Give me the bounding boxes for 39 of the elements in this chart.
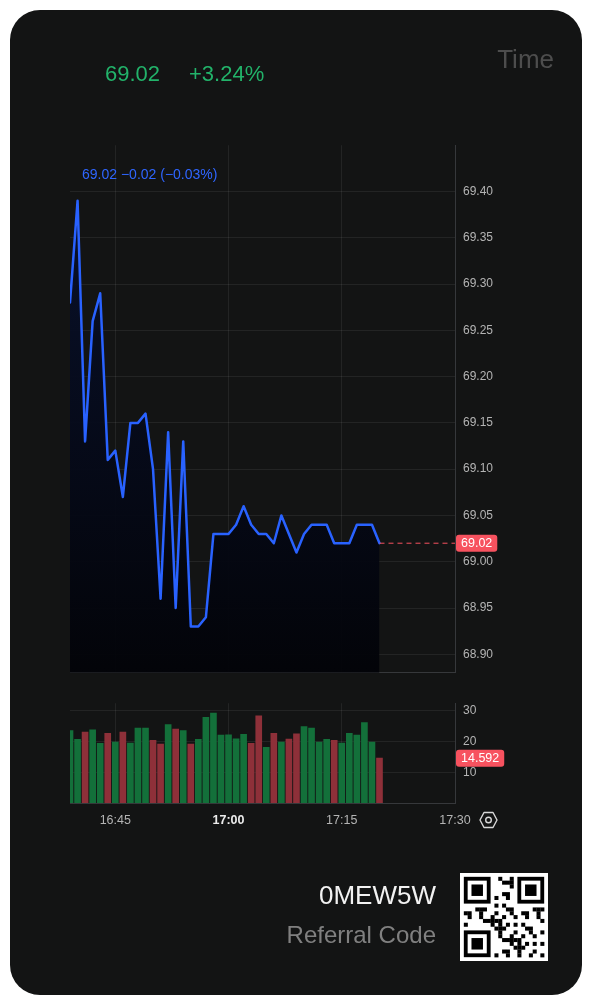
bar — [330, 740, 338, 803]
bar — [187, 743, 195, 803]
text: 69.02 — [105, 61, 161, 88]
y-tick-label: 69.10 — [463, 461, 494, 476]
y-tick-label: 69.25 — [463, 322, 494, 337]
x-tick-label: 16:45 — [99, 812, 131, 827]
x-tick-label: 17:00 — [212, 812, 245, 827]
x-tick-label: 17:15 — [326, 812, 358, 827]
text: Time — [497, 44, 554, 76]
y-tick-label: 69.30 — [463, 276, 494, 291]
y-tick-label: 30 — [463, 703, 477, 718]
ref-line-label: 69.02 — [461, 536, 493, 551]
text: 0MEW5W — [319, 880, 436, 912]
y-tick-label: 69.00 — [463, 554, 494, 569]
text: Referral Code — [286, 921, 436, 950]
bar — [81, 731, 89, 803]
y-tick-label: 69.40 — [463, 183, 494, 198]
bar — [164, 724, 172, 803]
y-tick-label: 68.95 — [463, 600, 494, 615]
bar — [104, 732, 112, 803]
y-tick-label: 69.15 — [463, 415, 494, 430]
bar — [278, 741, 285, 803]
y-tick-label: 10 — [463, 764, 477, 779]
bar — [262, 747, 270, 803]
text: +3.24% — [189, 61, 265, 88]
text: 69.02 −0.02 (−0.03%) — [82, 166, 218, 183]
bar — [172, 728, 179, 803]
x-tick-label: 17:30 — [439, 812, 471, 827]
bar — [376, 757, 383, 803]
bar — [119, 731, 127, 803]
bar — [179, 730, 187, 803]
y-tick-label: 69.35 — [463, 230, 494, 245]
bar — [111, 741, 119, 803]
y-tick-label: 69.20 — [463, 368, 494, 383]
y-tick-label: 69.05 — [463, 507, 494, 522]
bar — [270, 732, 278, 803]
text: 14.592 — [461, 751, 500, 766]
y-tick-label: 20 — [463, 733, 477, 748]
y-tick-label: 68.90 — [463, 646, 494, 661]
